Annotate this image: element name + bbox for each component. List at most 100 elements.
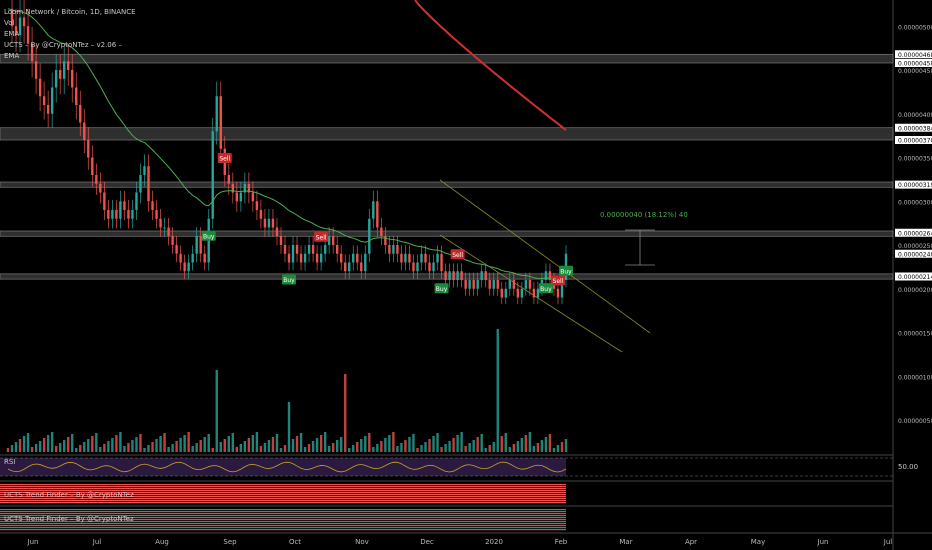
candle-body xyxy=(480,271,483,280)
volume-bar xyxy=(219,442,222,452)
candle-body xyxy=(195,236,198,254)
volume-bar xyxy=(155,439,158,452)
volume-bar xyxy=(103,444,106,452)
volume-bar xyxy=(436,433,439,452)
candle-body xyxy=(376,201,379,228)
volume-bar xyxy=(287,402,291,452)
trend1-stripe xyxy=(0,502,566,504)
candle-body xyxy=(520,288,524,298)
volume-bar xyxy=(464,446,467,452)
volume-bar xyxy=(183,435,186,452)
volume-bar xyxy=(524,435,528,452)
candle-body xyxy=(448,271,451,280)
volume-bar xyxy=(283,445,287,452)
y-tick-label: 0.00000100 xyxy=(898,374,932,381)
volume-bar xyxy=(139,434,142,452)
volume-bar xyxy=(38,441,42,452)
candle-body xyxy=(79,105,82,123)
indicator-ema-2: EMA xyxy=(4,52,20,60)
candle-body xyxy=(54,70,58,88)
candle-body xyxy=(163,227,166,229)
trend1-stripe xyxy=(0,486,566,488)
candle-body xyxy=(303,253,307,263)
candle-body xyxy=(46,105,50,114)
volume-bar xyxy=(556,445,560,452)
y-tick-label: 0.00000450 xyxy=(898,68,932,75)
volume-bar xyxy=(135,437,138,452)
candle-body xyxy=(171,236,174,245)
volume-bar xyxy=(412,434,415,452)
candle-body xyxy=(512,280,516,289)
candle-body xyxy=(123,201,126,210)
volume-bar xyxy=(440,447,443,452)
volume-bar xyxy=(396,446,399,452)
trend2-stripe xyxy=(0,517,566,519)
volume-bar xyxy=(331,443,335,452)
candle-body xyxy=(492,280,495,289)
volume-bar xyxy=(279,448,283,452)
y-tick-label: 0.00000250 xyxy=(898,243,932,250)
volume-bar xyxy=(259,446,263,452)
volume-bar xyxy=(536,443,540,452)
candle-body xyxy=(356,253,359,263)
candle-body xyxy=(380,227,383,237)
price-tag: 0.00000370 xyxy=(898,138,932,145)
candle-body xyxy=(187,262,190,272)
candle-body xyxy=(231,183,235,193)
candle-body xyxy=(127,210,130,219)
volume-bar xyxy=(63,440,66,452)
volume-bar xyxy=(488,445,491,452)
volume-bar xyxy=(123,446,126,452)
signal-label: Buy xyxy=(560,268,572,275)
channel-upper xyxy=(439,179,651,334)
candle-body xyxy=(255,201,259,210)
candle-body xyxy=(452,271,455,280)
candle-body xyxy=(307,245,311,254)
candle-body xyxy=(544,271,548,280)
volume-bar xyxy=(528,432,532,452)
volume-bar xyxy=(444,444,447,452)
price-tag: 0.00000319 xyxy=(898,182,932,189)
trend1-stripe xyxy=(0,490,566,492)
trend2-stripe xyxy=(0,513,566,515)
trend2-stripe xyxy=(0,525,566,527)
candle-body xyxy=(420,253,423,263)
volume-bar xyxy=(540,440,544,452)
candle-body xyxy=(131,210,134,219)
candle-body xyxy=(412,262,415,272)
candle-body xyxy=(50,87,54,114)
candle-body xyxy=(504,288,507,298)
signal-label: Sell xyxy=(316,234,327,241)
candle-body xyxy=(247,183,251,193)
candle-body xyxy=(311,245,315,254)
candle-body xyxy=(10,8,14,27)
trend1-stripe xyxy=(0,500,566,502)
candle-body xyxy=(283,245,287,254)
volume-bar xyxy=(251,435,255,452)
candle-body xyxy=(464,280,467,289)
candle-body xyxy=(315,253,319,263)
candle-body xyxy=(372,201,375,219)
candle-body xyxy=(440,253,443,272)
indicator-ema: EMA xyxy=(4,30,20,38)
indicator-ucts: UCTS – By @CryptoNTez – v2.06 – xyxy=(4,41,122,49)
candle-body xyxy=(243,183,247,193)
price-tag: 0.00000240 xyxy=(898,251,932,258)
candle-body xyxy=(267,218,271,228)
trend2-stripe xyxy=(0,529,566,531)
candle-body xyxy=(91,157,94,175)
volume-bar xyxy=(323,432,327,452)
candle-body xyxy=(444,271,447,280)
volume-bar xyxy=(408,437,411,452)
volume-bar xyxy=(147,445,150,452)
volume-bar xyxy=(295,436,299,452)
volume-bar xyxy=(83,442,86,452)
candle-body xyxy=(119,201,122,219)
volume-bar xyxy=(235,447,239,452)
volume-bar xyxy=(456,435,459,452)
volume-bar xyxy=(187,432,190,452)
candle-body xyxy=(275,227,279,237)
volume-bar xyxy=(420,445,423,452)
candle-body xyxy=(239,192,243,202)
